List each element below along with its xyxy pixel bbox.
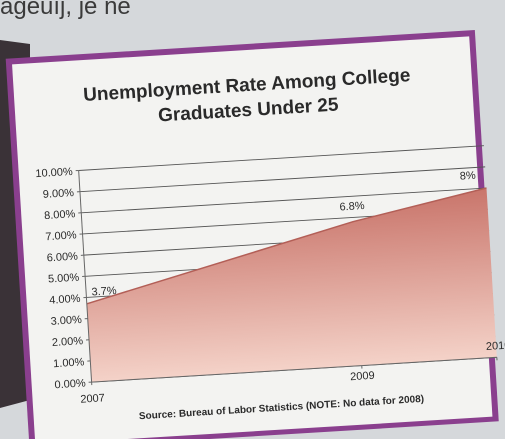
y-tick-label: 5.00% [48, 272, 80, 286]
y-tick-label: 10.00% [35, 166, 73, 180]
series-line [86, 187, 487, 305]
y-tick-label: 8.00% [44, 208, 76, 222]
y-tick-label: 1.00% [53, 356, 85, 370]
y-tick-label: 4.00% [49, 293, 81, 307]
x-axis [91, 356, 497, 383]
y-tick-label: 2.00% [52, 335, 84, 349]
background-text: ageuıj, je ne [0, 0, 131, 20]
gridline [79, 166, 486, 193]
x-axis-ticks: 2007 2009 2010 [80, 339, 505, 405]
x-tick-label: 2007 [80, 392, 105, 405]
y-tick-label: 6.00% [46, 250, 78, 264]
x-tick-label: 2010 [486, 339, 505, 352]
y-tick-label: 0.00% [54, 377, 86, 391]
y-tick-label: 9.00% [43, 187, 75, 201]
data-label: 3.7% [91, 285, 117, 299]
data-label: 6.8% [339, 200, 365, 214]
y-tick-label: 7.00% [45, 229, 77, 243]
area-series [86, 188, 497, 383]
x-tick-label: 2009 [350, 370, 375, 383]
data-label: 8% [459, 170, 476, 183]
gridline [81, 187, 487, 214]
gridline [78, 145, 484, 171]
y-axis-ticks: 0.00% 1.00% 2.00% 3.00% 4.00% 5.00% 6.00% 7.00%… [35, 166, 92, 391]
y-tick-label: 3.00% [50, 314, 82, 328]
data-labels: 3.7% 6.8% 8% [91, 170, 476, 299]
